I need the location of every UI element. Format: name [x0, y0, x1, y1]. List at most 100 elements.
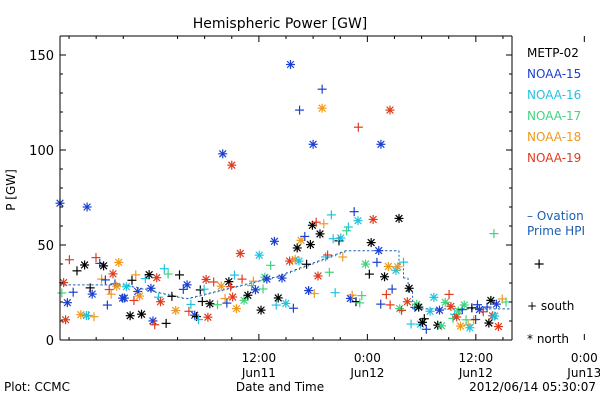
- notable-point-7: [218, 149, 228, 159]
- data-point-107: [321, 252, 331, 262]
- data-point-140: [397, 305, 407, 315]
- data-point-59: [199, 284, 209, 294]
- data-point-167: [461, 315, 471, 325]
- data-point-91: [285, 256, 295, 266]
- data-point-52: [184, 306, 194, 316]
- data-point-84: [262, 274, 272, 284]
- data-point-68: [224, 277, 234, 287]
- data-point-53: [186, 299, 196, 309]
- data-point-65: [216, 281, 226, 291]
- data-point-152: [425, 306, 435, 316]
- legend-south: + south: [527, 299, 574, 313]
- data-point-51: [182, 280, 192, 290]
- y-tick-label-3: 150: [29, 49, 54, 64]
- x-tick-time-0: 12:00: [242, 351, 277, 365]
- data-point-178: [486, 295, 496, 305]
- data-point-71: [229, 270, 239, 280]
- legend-sat-3: NOAA-17: [527, 109, 581, 123]
- data-point-64: [212, 300, 222, 310]
- data-point-96: [296, 235, 306, 245]
- data-point-3: [62, 298, 72, 308]
- data-point-43: [156, 297, 166, 307]
- data-point-155: [434, 305, 444, 315]
- data-point-28: [121, 282, 131, 292]
- data-point-67: [222, 298, 232, 308]
- data-point-120: [349, 207, 359, 217]
- x-tick-date-1: Jun12: [349, 366, 384, 380]
- data-point-169: [465, 323, 475, 333]
- legend-sat-0: METP-02: [527, 46, 579, 60]
- data-point-166: [459, 300, 469, 310]
- data-point-49: [175, 270, 185, 280]
- data-point-76: [243, 290, 253, 300]
- data-point-30: [127, 275, 137, 285]
- data-point-174: [474, 305, 484, 315]
- data-point-86: [269, 236, 279, 246]
- data-point-150: [419, 314, 429, 324]
- data-point-66: [220, 294, 230, 304]
- data-point-151: [421, 324, 431, 334]
- data-point-102: [309, 289, 319, 299]
- data-point-108: [323, 250, 333, 260]
- data-point-119: [347, 290, 357, 300]
- data-point-132: [380, 272, 390, 282]
- data-point-57: [195, 285, 205, 295]
- plot-area: [55, 60, 544, 334]
- data-point-117: [343, 222, 353, 232]
- notable-point-2: [317, 84, 327, 94]
- data-point-181: [491, 299, 501, 309]
- data-point-6: [72, 266, 82, 276]
- data-point-81: [256, 305, 266, 315]
- data-point-13: [89, 312, 99, 322]
- data-point-123: [355, 298, 365, 308]
- data-point-157: [440, 297, 450, 307]
- data-point-162: [452, 312, 462, 322]
- data-point-79: [250, 285, 260, 295]
- data-point-17: [99, 261, 109, 271]
- x-axis-label: Date and Time: [236, 380, 324, 394]
- data-point-39: [148, 316, 158, 326]
- data-point-16: [97, 274, 107, 284]
- data-point-109: [324, 267, 334, 277]
- data-point-19: [102, 300, 112, 310]
- data-point-141: [399, 257, 409, 267]
- data-point-139: [395, 304, 405, 314]
- y-tick-label-1: 50: [37, 239, 54, 254]
- notable-point-12: [394, 213, 404, 223]
- data-point-121: [351, 297, 361, 307]
- notable-point-13: [489, 229, 499, 239]
- x-tick-date-3: Jun13: [566, 366, 600, 380]
- data-point-142: [402, 297, 412, 307]
- data-point-143: [404, 283, 414, 293]
- y-tick-label-0: 0: [46, 334, 54, 349]
- data-point-172: [471, 314, 481, 324]
- data-point-12: [87, 289, 97, 299]
- notable-point-9: [227, 160, 237, 170]
- legend-north: * north: [527, 332, 569, 346]
- data-point-88: [273, 293, 283, 303]
- legend-ovation-line2: Prime HPI: [527, 224, 585, 238]
- data-point-8: [80, 260, 90, 270]
- y-tick-label-2: 100: [29, 144, 54, 159]
- x-tick-time-3: 0:00: [571, 351, 598, 365]
- data-point-125: [361, 259, 371, 269]
- data-point-56: [193, 315, 203, 325]
- legend-sat-5: NOAA-19: [527, 151, 581, 165]
- data-point-4: [64, 255, 74, 265]
- notable-point-5: [353, 122, 363, 132]
- data-point-32: [131, 270, 141, 280]
- data-point-114: [336, 233, 346, 243]
- data-point-54: [190, 310, 200, 320]
- data-point-60: [201, 274, 211, 284]
- timestamp: 2012/06/14 05:30:07: [469, 380, 596, 394]
- legend-sat-1: NOAA-15: [527, 67, 581, 81]
- data-point-115: [338, 252, 348, 262]
- data-point-61: [203, 312, 213, 322]
- chart-title: Hemispheric Power [GW]: [193, 16, 368, 32]
- data-point-147: [414, 302, 424, 312]
- data-point-18: [100, 275, 110, 285]
- legend-sat-2: NOAA-16: [527, 88, 581, 102]
- notable-point-4: [385, 105, 395, 115]
- notable-point-14: [534, 259, 544, 269]
